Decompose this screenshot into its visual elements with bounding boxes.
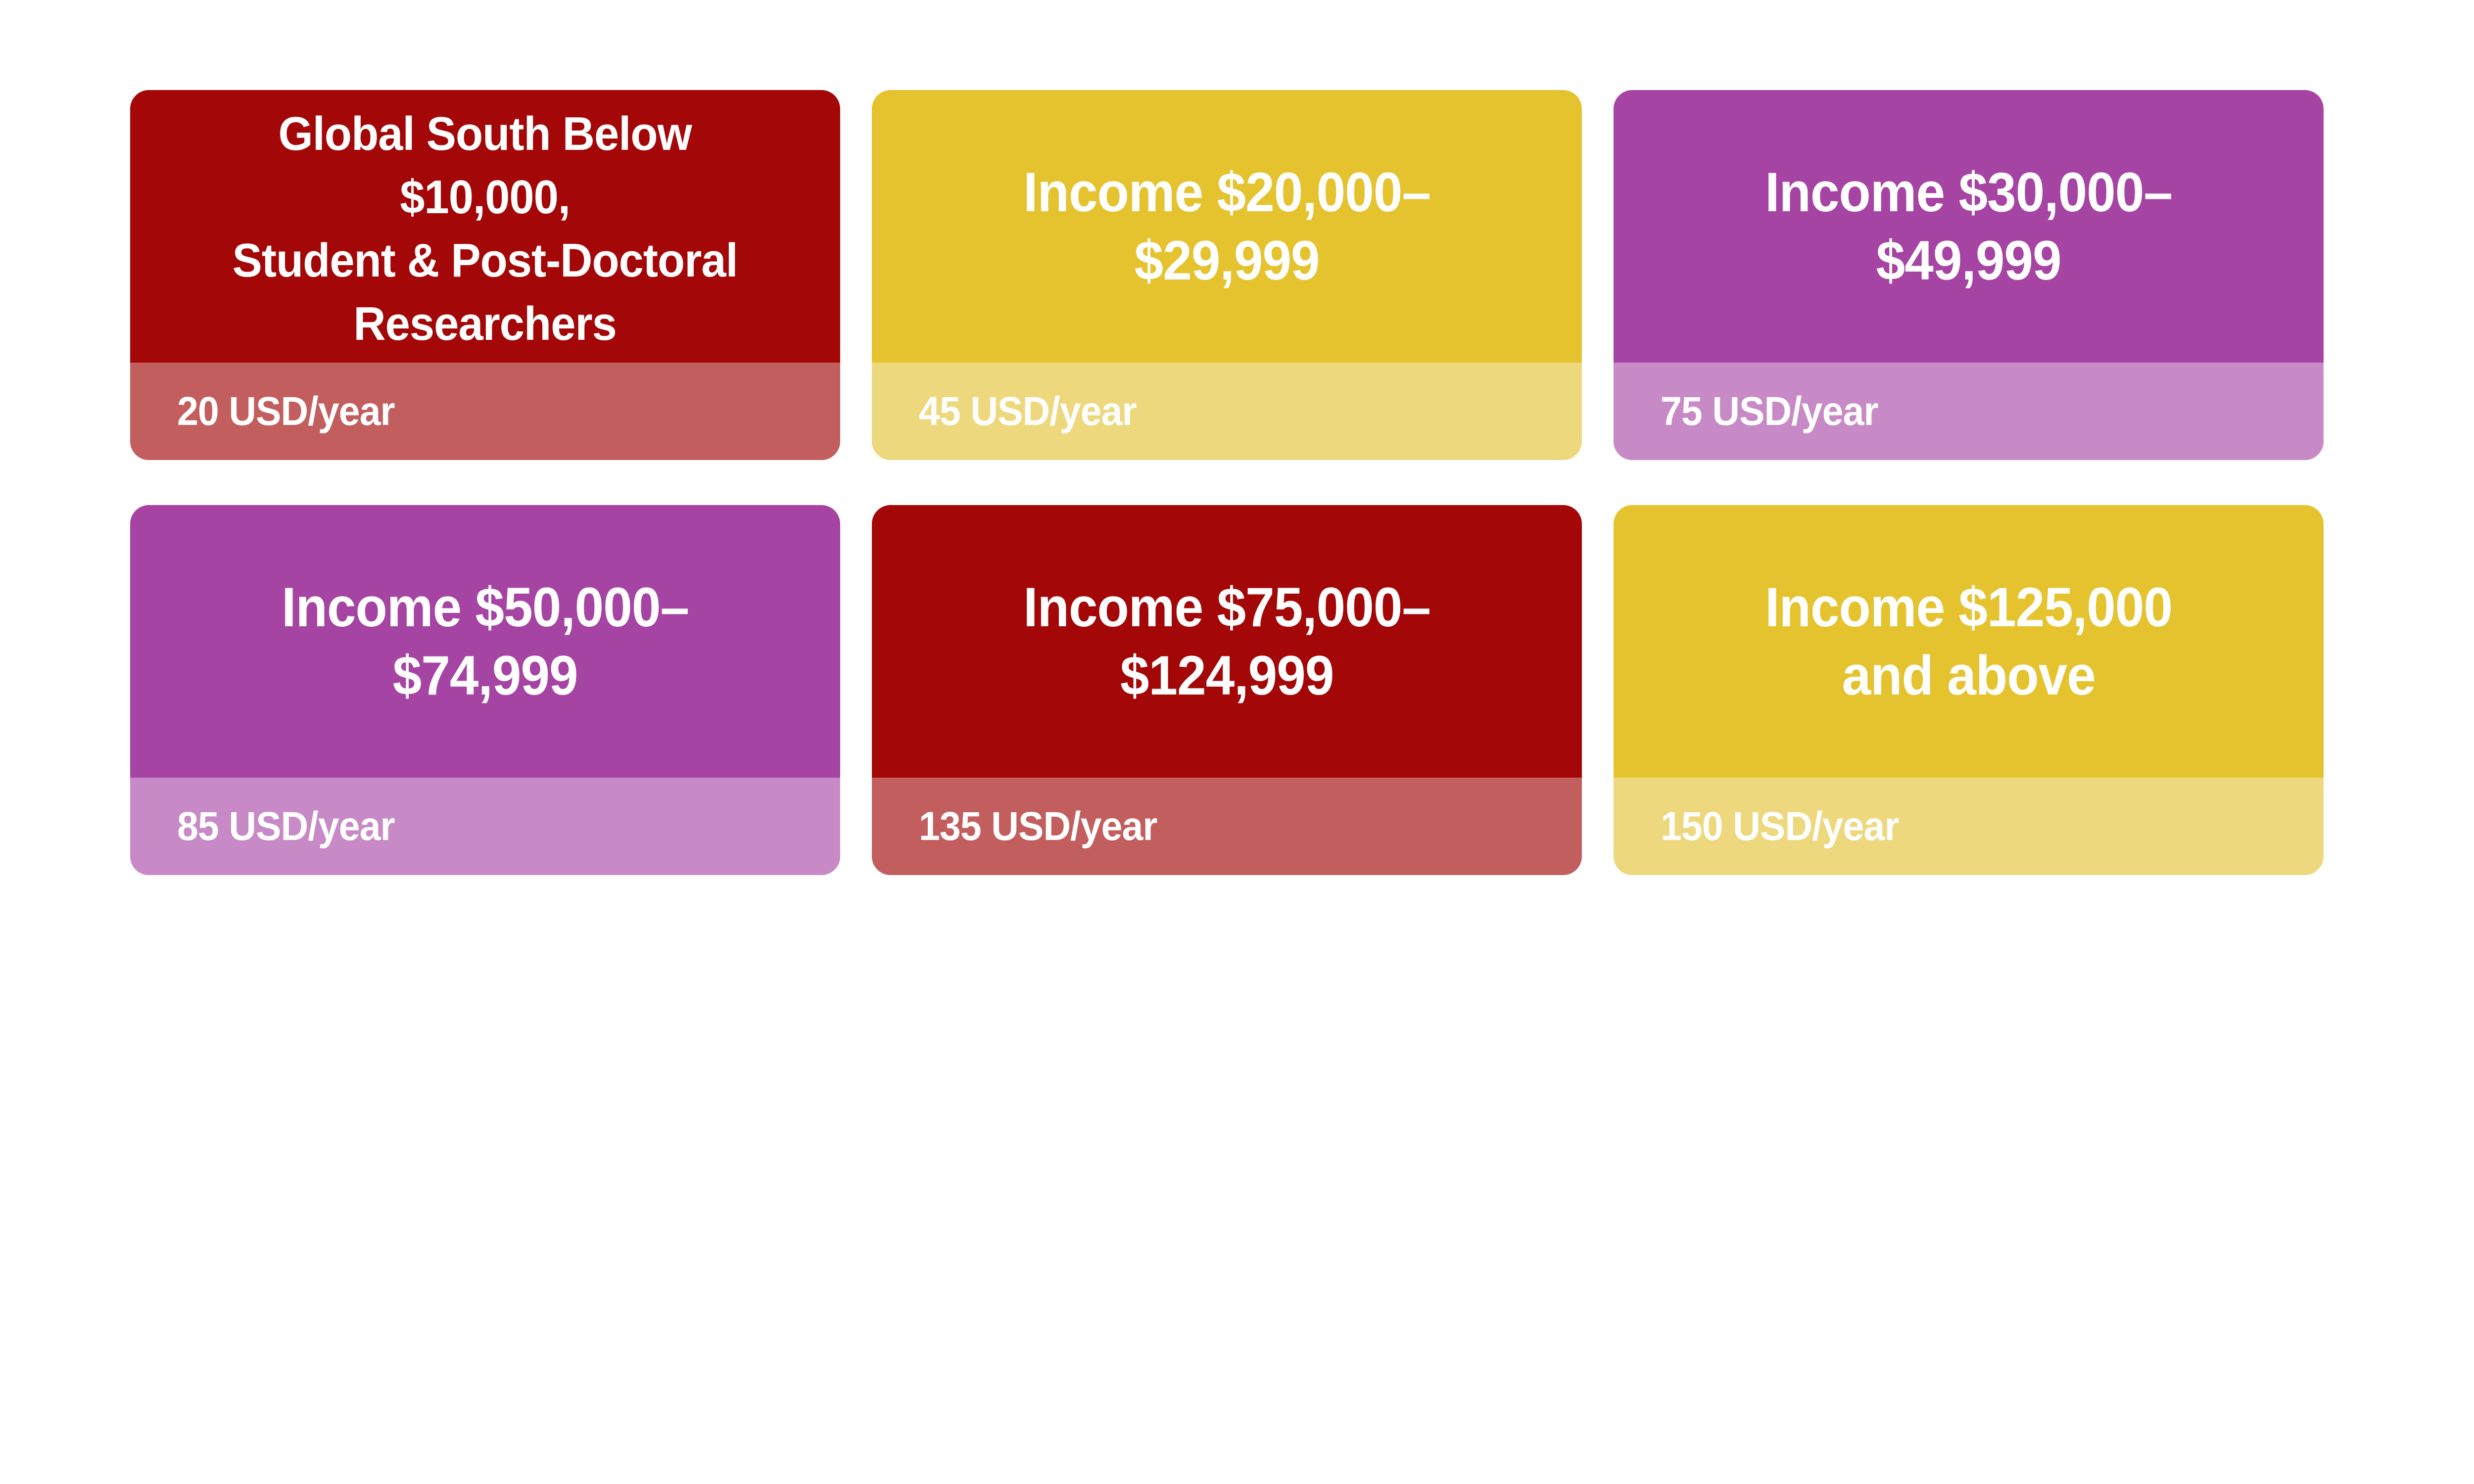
pricing-card-income-50k-74k: Income $50,000– $74,999 85 USD/year: [130, 505, 840, 875]
price-label: 45 USD/year: [919, 388, 1137, 434]
card-header: Income $50,000– $74,999: [130, 505, 840, 778]
pricing-card-income-20k-29k: Income $20,000– $29,999 45 USD/year: [872, 90, 1582, 460]
pricing-card-global-south-student: Global South Below $10,000, Student & Po…: [130, 90, 840, 460]
price-band: 135 USD/year: [872, 778, 1582, 875]
card-header: Income $20,000– $29,999: [872, 90, 1582, 363]
pricing-grid: Global South Below $10,000, Student & Po…: [130, 90, 2324, 875]
price-label: 150 USD/year: [1661, 803, 1899, 849]
price-band: 45 USD/year: [872, 363, 1582, 460]
price-label: 75 USD/year: [1661, 388, 1879, 434]
pricing-card-income-125k-above: Income $125,000 and above 150 USD/year: [1614, 505, 2324, 875]
card-header: Global South Below $10,000, Student & Po…: [130, 90, 840, 363]
price-band: 85 USD/year: [130, 778, 840, 875]
price-label: 20 USD/year: [177, 388, 395, 434]
price-band: 75 USD/year: [1614, 363, 2324, 460]
price-band: 20 USD/year: [130, 363, 840, 460]
price-label: 135 USD/year: [919, 803, 1157, 849]
pricing-card-income-30k-49k: Income $30,000– $49,999 75 USD/year: [1614, 90, 2324, 460]
pricing-card-income-75k-124k: Income $75,000– $124,999 135 USD/year: [872, 505, 1582, 875]
card-title: Global South Below $10,000, Student & Po…: [232, 107, 738, 350]
card-header: Income $125,000 and above: [1614, 505, 2324, 778]
card-title: Income $75,000– $124,999: [1023, 576, 1431, 706]
card-title: Income $30,000– $49,999: [1765, 161, 2173, 291]
card-title: Income $50,000– $74,999: [282, 576, 689, 706]
price-band: 150 USD/year: [1614, 778, 2324, 875]
card-title: Income $20,000– $29,999: [1023, 161, 1431, 291]
card-header: Income $30,000– $49,999: [1614, 90, 2324, 363]
card-header: Income $75,000– $124,999: [872, 505, 1582, 778]
price-label: 85 USD/year: [177, 803, 395, 849]
card-title: Income $125,000 and above: [1765, 576, 2173, 706]
